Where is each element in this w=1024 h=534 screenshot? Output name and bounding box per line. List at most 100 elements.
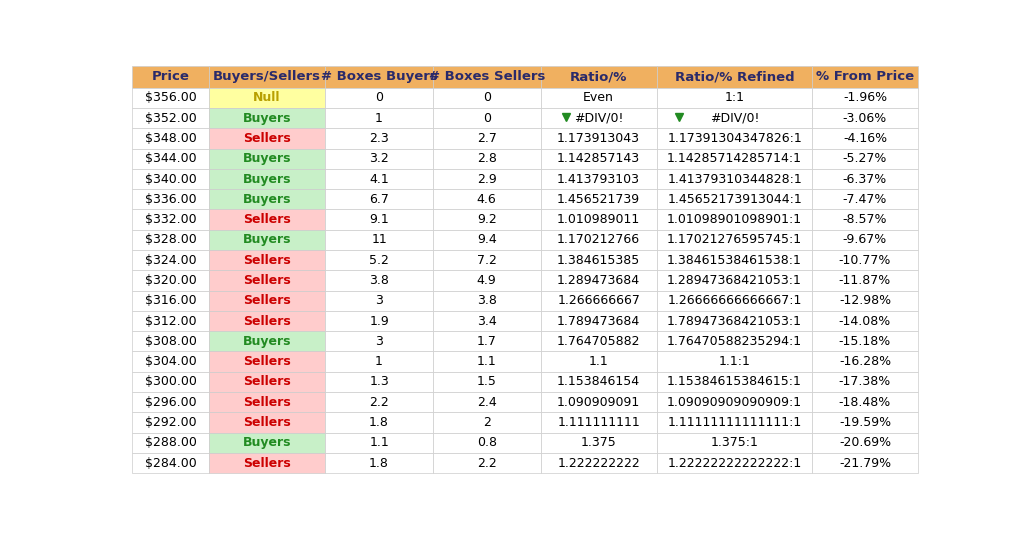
Text: $320.00: $320.00	[144, 274, 197, 287]
Bar	[656, 128, 812, 148]
Bar	[209, 331, 326, 351]
Bar	[433, 351, 541, 372]
Text: -7.47%: -7.47%	[843, 193, 887, 206]
Bar	[656, 189, 812, 209]
Bar	[209, 128, 326, 148]
Bar	[812, 433, 918, 453]
Text: Ratio/% Refined: Ratio/% Refined	[675, 70, 795, 83]
Text: -14.08%: -14.08%	[839, 315, 891, 327]
Text: 1.1: 1.1	[477, 355, 497, 368]
Bar	[209, 412, 326, 433]
Bar	[656, 351, 812, 372]
Text: 1.764705882: 1.764705882	[557, 335, 640, 348]
Text: $312.00: $312.00	[144, 315, 197, 327]
Bar	[541, 169, 656, 189]
Bar	[326, 128, 433, 148]
Bar	[433, 372, 541, 392]
Bar	[433, 88, 541, 108]
Text: Price: Price	[152, 70, 189, 83]
Bar	[433, 331, 541, 351]
Text: 3.8: 3.8	[477, 294, 497, 307]
Bar	[132, 148, 209, 169]
Bar	[541, 148, 656, 169]
Bar	[656, 392, 812, 412]
Text: 11: 11	[371, 233, 387, 246]
Text: $300.00: $300.00	[144, 375, 197, 388]
Bar	[541, 128, 656, 148]
Bar	[433, 290, 541, 311]
Text: Sellers: Sellers	[244, 294, 291, 307]
Text: 1.8: 1.8	[369, 457, 389, 469]
Bar	[132, 412, 209, 433]
Bar	[433, 169, 541, 189]
Bar	[656, 311, 812, 331]
Text: 1.173913043: 1.173913043	[557, 132, 640, 145]
Bar	[209, 189, 326, 209]
Text: 1.266666667: 1.266666667	[557, 294, 640, 307]
Text: -15.18%: -15.18%	[839, 335, 891, 348]
Text: 1.17391304347826:1: 1.17391304347826:1	[668, 132, 802, 145]
Text: Buyers: Buyers	[243, 233, 292, 246]
Bar	[541, 250, 656, 270]
Bar	[812, 148, 918, 169]
Bar	[209, 250, 326, 270]
Text: 1.17021276595745:1: 1.17021276595745:1	[667, 233, 802, 246]
Bar	[433, 392, 541, 412]
Text: Sellers: Sellers	[244, 355, 291, 368]
Text: 1.1: 1.1	[589, 355, 608, 368]
Bar	[812, 230, 918, 250]
Text: 3: 3	[375, 294, 383, 307]
Bar	[812, 209, 918, 230]
Text: 1.15384615384615:1: 1.15384615384615:1	[667, 375, 802, 388]
Text: 1.14285714285714:1: 1.14285714285714:1	[667, 152, 802, 165]
Text: 4.1: 4.1	[370, 172, 389, 185]
Text: Null: Null	[253, 91, 281, 104]
Text: 1.7: 1.7	[477, 335, 497, 348]
Bar	[132, 169, 209, 189]
Bar	[656, 331, 812, 351]
Text: 1.384615385: 1.384615385	[557, 254, 640, 266]
Bar	[326, 148, 433, 169]
Bar	[656, 412, 812, 433]
Text: -3.06%: -3.06%	[843, 112, 887, 124]
Text: 1.1: 1.1	[370, 436, 389, 449]
Bar	[433, 412, 541, 433]
Bar	[132, 351, 209, 372]
Bar	[326, 433, 433, 453]
Bar	[656, 372, 812, 392]
Bar	[656, 433, 812, 453]
Text: Buyers: Buyers	[243, 335, 292, 348]
Text: 4.6: 4.6	[477, 193, 497, 206]
Bar	[209, 66, 326, 88]
Bar	[656, 108, 812, 128]
Bar	[812, 392, 918, 412]
Text: 0.8: 0.8	[477, 436, 497, 449]
Text: # Boxes Sellers: # Boxes Sellers	[428, 70, 545, 83]
Text: Sellers: Sellers	[244, 254, 291, 266]
Text: 1.789473684: 1.789473684	[557, 315, 640, 327]
Bar	[326, 270, 433, 290]
Bar	[656, 290, 812, 311]
Text: 6.7: 6.7	[369, 193, 389, 206]
Text: Buyers: Buyers	[243, 112, 292, 124]
Text: #DIV/0!: #DIV/0!	[573, 112, 624, 124]
Text: 1.456521739: 1.456521739	[557, 193, 640, 206]
Text: 1.375: 1.375	[581, 436, 616, 449]
Text: 5.2: 5.2	[369, 254, 389, 266]
Text: 1.09090909090909:1: 1.09090909090909:1	[667, 396, 802, 409]
Text: $308.00: $308.00	[144, 335, 197, 348]
Text: $336.00: $336.00	[144, 193, 197, 206]
Bar	[812, 453, 918, 473]
Text: 2.2: 2.2	[370, 396, 389, 409]
Text: 1.153846154: 1.153846154	[557, 375, 640, 388]
Text: -18.48%: -18.48%	[839, 396, 891, 409]
Bar	[132, 108, 209, 128]
Bar	[209, 108, 326, 128]
Bar	[209, 209, 326, 230]
Bar	[433, 230, 541, 250]
Bar	[812, 351, 918, 372]
Bar	[541, 88, 656, 108]
Text: 1: 1	[375, 355, 383, 368]
Text: 1: 1	[375, 112, 383, 124]
Text: 4.9: 4.9	[477, 274, 497, 287]
